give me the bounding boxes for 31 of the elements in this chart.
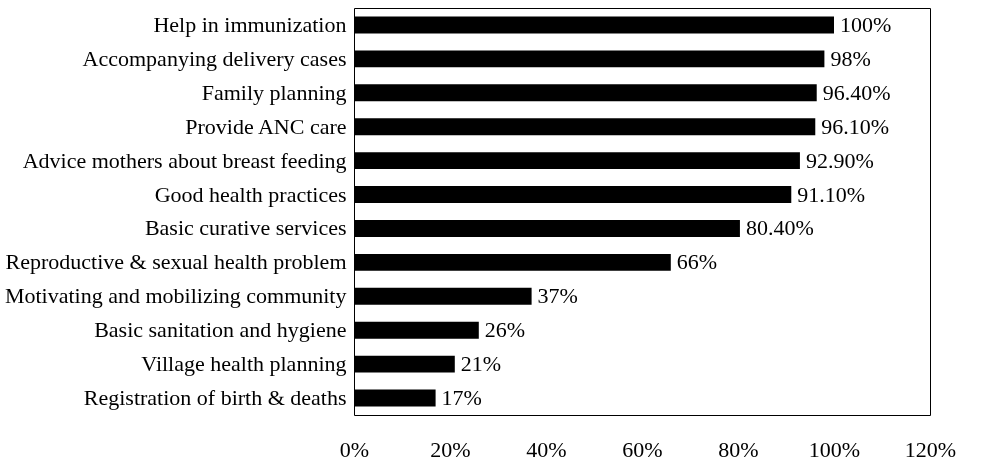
y-tick-label: Registration of birth & deaths bbox=[83, 385, 347, 411]
y-tick-label: Basic sanitation and hygiene bbox=[94, 317, 347, 343]
y-tick-label: Family planning bbox=[201, 79, 347, 105]
data-label: 96.10% bbox=[821, 113, 890, 139]
y-tick-label: Good health practices bbox=[154, 181, 347, 207]
x-tick-label: 60% bbox=[622, 436, 663, 461]
y-tick-label: Help in immunization bbox=[153, 11, 347, 37]
data-label: 98% bbox=[830, 45, 871, 71]
data-label: 21% bbox=[460, 351, 502, 377]
x-tick-label: 120% bbox=[904, 436, 957, 461]
y-tick-label: Provide ANC care bbox=[185, 113, 347, 139]
data-label: 100% bbox=[840, 11, 892, 37]
y-tick-label: Advice mothers about breast feeding bbox=[22, 147, 347, 173]
x-tick-label: 20% bbox=[430, 436, 471, 461]
data-label: 96.40% bbox=[822, 79, 891, 105]
y-tick-label: Accompanying delivery cases bbox=[82, 45, 347, 71]
x-tick-label: 0% bbox=[339, 436, 370, 461]
data-label: 17% bbox=[441, 385, 482, 411]
data-label: 26% bbox=[484, 317, 526, 343]
data-label: 80.40% bbox=[745, 215, 814, 241]
data-label: 66% bbox=[676, 249, 718, 275]
y-tick-label: Reproductive & sexual health problem bbox=[5, 249, 347, 275]
data-label: 37% bbox=[537, 283, 578, 309]
x-tick-label: 80% bbox=[718, 436, 759, 461]
data-label: 92.90% bbox=[805, 147, 874, 173]
y-tick-label: Basic curative services bbox=[144, 215, 347, 241]
data-label: 91.10% bbox=[797, 181, 866, 207]
y-tick-label: Village health planning bbox=[141, 351, 347, 377]
x-tick-label: 100% bbox=[808, 436, 861, 461]
y-tick-label: Motivating and mobilizing community bbox=[4, 283, 347, 309]
x-tick-label: 40% bbox=[526, 436, 567, 461]
